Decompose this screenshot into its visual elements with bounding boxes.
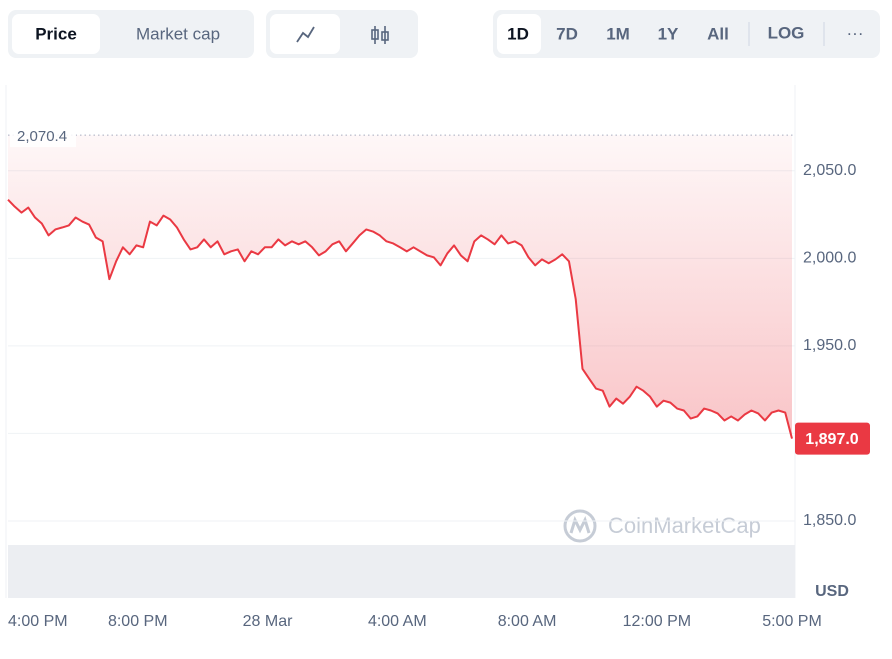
x-tick-label: 12:00 PM: [623, 613, 691, 630]
area-fill: [8, 135, 792, 439]
x-tick-label: 4:00 AM: [368, 613, 427, 630]
x-tick-label: 4:00 PM: [8, 613, 68, 630]
y-tick-label: 1,950.0: [803, 337, 856, 354]
price-tag: [795, 422, 870, 455]
log-toggle[interactable]: LOG: [768, 23, 805, 42]
line-icon: [296, 26, 315, 43]
unit-label: USD: [815, 583, 849, 600]
price-tag-label: 1,897.0: [805, 431, 858, 448]
range-active[interactable]: [497, 14, 541, 54]
price-line: [7, 198, 793, 439]
watermark: CoinMarketCap: [608, 513, 761, 538]
y-tick-label: 2,050.0: [803, 162, 856, 179]
more-button[interactable]: ···: [847, 23, 864, 42]
range-group: [493, 10, 880, 58]
tab-market-cap[interactable]: Market cap: [136, 24, 220, 43]
x-tick-label: 8:00 PM: [108, 613, 168, 630]
max-label: 2,070.4: [17, 128, 67, 145]
range-1d[interactable]: 1D: [507, 24, 529, 43]
tab-price[interactable]: Price: [35, 24, 77, 43]
y-tick-label: 1,850.0: [803, 512, 856, 529]
y-tick-label: 2,000.0: [803, 250, 856, 267]
range-7d[interactable]: 7D: [556, 24, 578, 43]
x-tick-label: 28 Mar: [243, 613, 293, 630]
range-all[interactable]: All: [707, 24, 729, 43]
watermark-logo: [563, 509, 597, 543]
volume-band: [8, 545, 795, 598]
x-tick-label: 8:00 AM: [498, 613, 557, 630]
tab-active[interactable]: [12, 14, 100, 54]
range-1y[interactable]: 1Y: [658, 24, 679, 43]
x-tick-label: 5:00 PM: [762, 613, 822, 630]
candle-icon[interactable]: [371, 26, 389, 44]
max-label-bg: [10, 123, 76, 148]
range-1m[interactable]: 1M: [606, 24, 630, 43]
